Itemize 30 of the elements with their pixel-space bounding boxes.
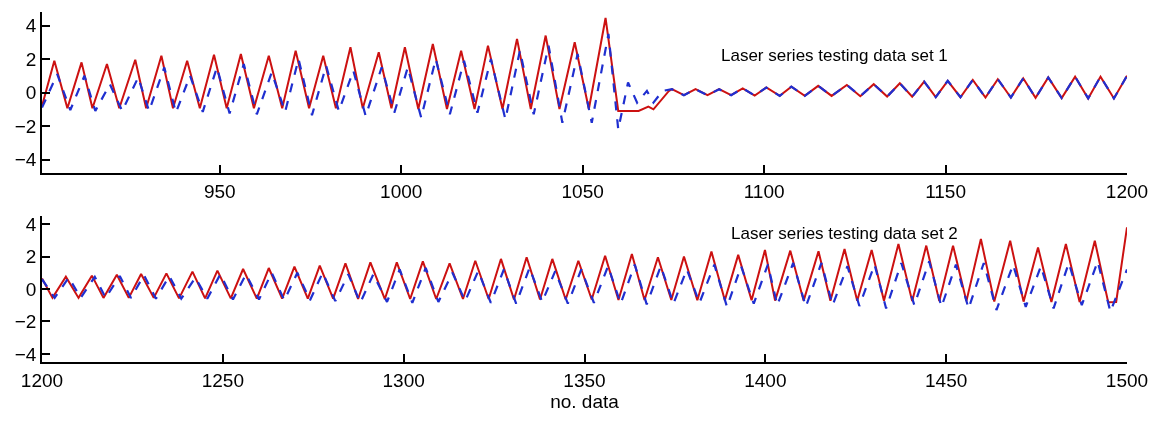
x-tick-label: 1500: [1105, 369, 1149, 391]
y-tick-label: −4: [14, 343, 37, 365]
x-tick-label: 1200: [1105, 180, 1149, 202]
line-series: [42, 260, 1127, 313]
y-tick-label: 0: [25, 82, 37, 104]
line-series: [42, 32, 1127, 131]
y-tick-label: 2: [25, 48, 37, 70]
y-tick-label: −4: [14, 149, 37, 171]
line-series: [42, 16, 1127, 112]
x-axis-title: no. data: [550, 390, 620, 412]
annotation: Laser series testing data set 1: [721, 46, 948, 65]
x-tick-label: 1300: [382, 369, 425, 391]
x-tick-label: 1400: [744, 369, 787, 391]
x-tick-label: 1250: [201, 369, 244, 391]
annotation: Laser series testing data set 2: [731, 224, 958, 243]
y-tick-label: 4: [25, 213, 37, 235]
x-tick-label: 1450: [925, 369, 968, 391]
y-tick-label: 4: [25, 15, 37, 37]
y-tick-label: −2: [14, 115, 37, 137]
y-tick-label: 2: [25, 246, 37, 268]
y-tick-label: −2: [14, 311, 37, 333]
x-tick-label: 1000: [380, 180, 423, 202]
y-tick-label: 0: [25, 278, 37, 300]
x-tick-label: 1100: [743, 180, 785, 202]
x-tick-label: 1050: [561, 180, 604, 202]
line-series: [42, 226, 1127, 304]
x-tick-label: 1150: [925, 180, 966, 202]
x-tick-label: 1200: [20, 369, 64, 391]
x-tick-label: 950: [203, 180, 236, 202]
x-tick-label: 1350: [563, 369, 606, 391]
